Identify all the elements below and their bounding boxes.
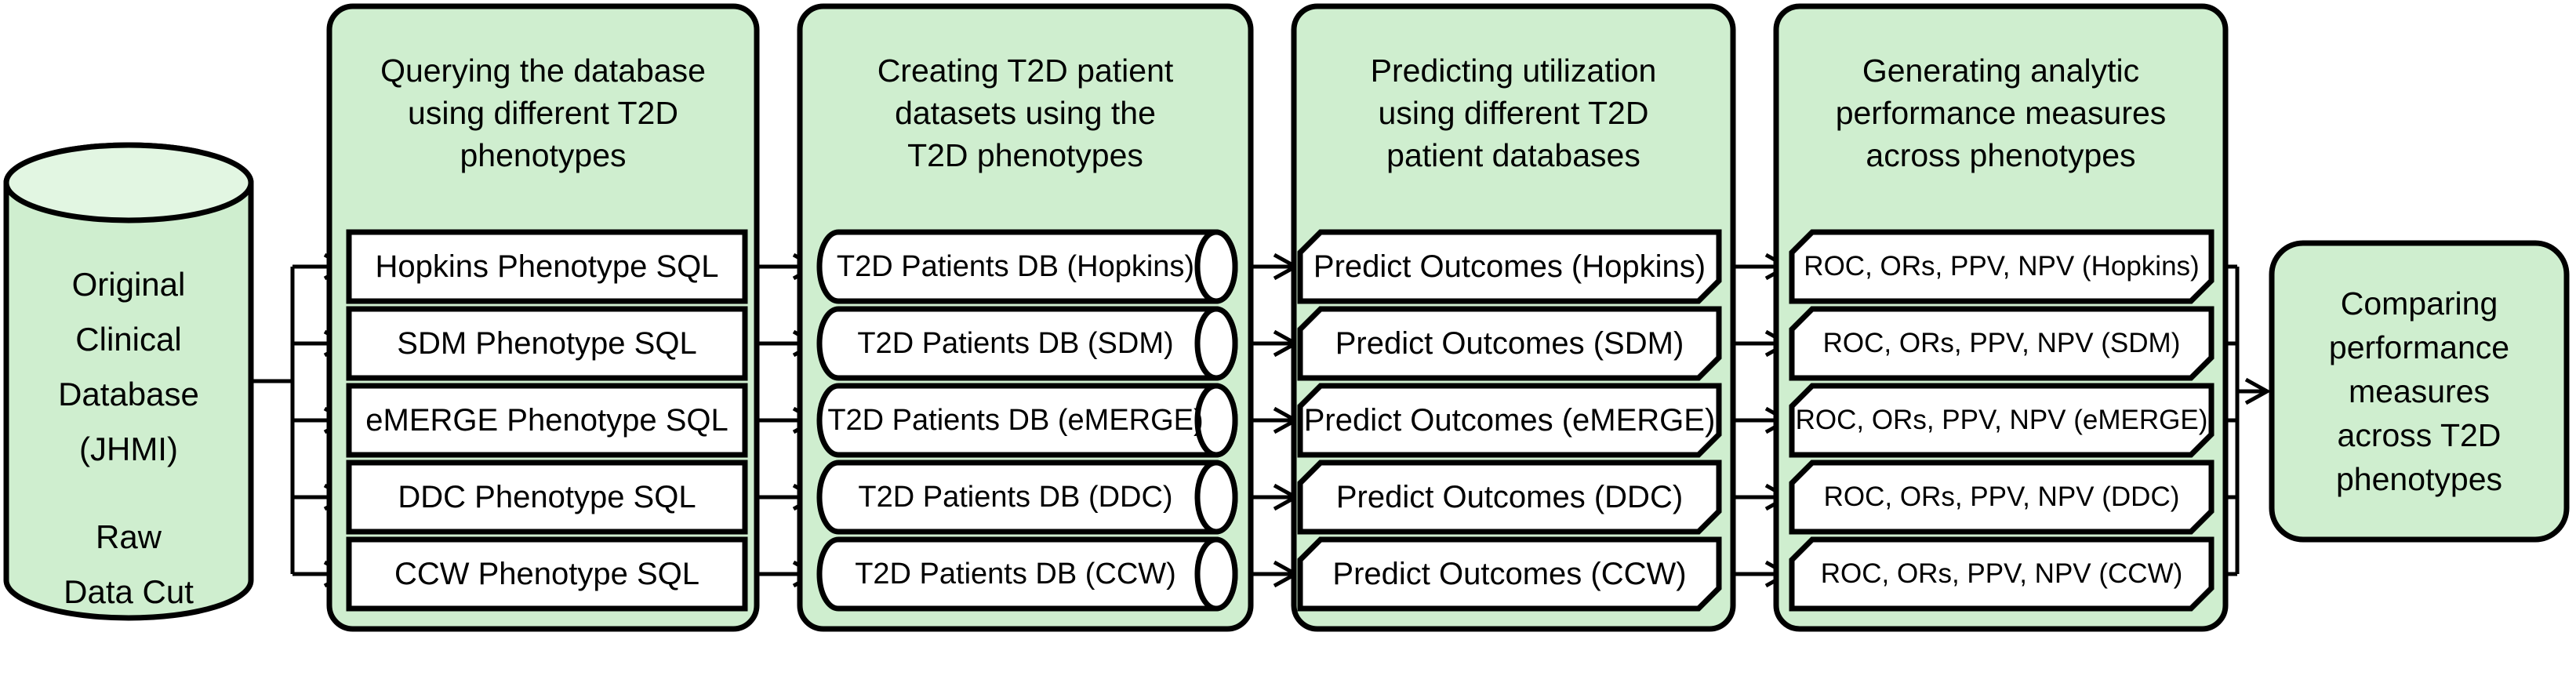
source-db-subtitle: Raw Data Cut — [64, 518, 194, 610]
measure-row-label: ROC, ORs, PPV, NPV (DDC) — [1823, 481, 2180, 512]
source-db-title: Original Clinical Database (JHMI) — [58, 266, 199, 467]
db-row-label: T2D Patients DB (Hopkins) — [836, 249, 1195, 283]
predict-row-label: Predict Outcomes (eMERGE) — [1303, 402, 1716, 438]
measure-row-label: ROC, ORs, PPV, NPV (eMERGE) — [1795, 405, 2208, 435]
panel-predicting-title: Predicting utilization using different T… — [1370, 53, 1657, 173]
panel-querying-title: Querying the database using different T2… — [380, 53, 706, 173]
sql-row-label: DDC Phenotype SQL — [398, 479, 696, 514]
db-row-label: T2D Patients DB (SDM) — [857, 326, 1174, 360]
db-row-cylinders — [816, 229, 1238, 612]
sql-row-label: eMERGE Phenotype SQL — [365, 402, 728, 438]
db-row-label: T2D Patients DB (eMERGE) — [827, 403, 1204, 437]
cylinder-top-cap — [3, 142, 254, 223]
measure-row-label: ROC, ORs, PPV, NPV (Hopkins) — [1804, 251, 2200, 282]
source-db-cylinder — [3, 142, 254, 621]
measure-row-label: ROC, ORs, PPV, NPV (SDM) — [1822, 328, 2181, 358]
predict-row-boxes — [1297, 229, 1722, 612]
measure-row-label: ROC, ORs, PPV, NPV (CCW) — [1820, 558, 2183, 589]
predict-row-label: Predict Outcomes (Hopkins) — [1313, 249, 1706, 284]
panel-measures-title: Generating analytic performance measures… — [1835, 53, 2167, 173]
panel-datasets-title: Creating T2D patient datasets using the … — [877, 53, 1174, 173]
predict-row-label: Predict Outcomes (SDM) — [1335, 325, 1684, 361]
sql-row-boxes — [346, 229, 748, 612]
predict-row-label: Predict Outcomes (CCW) — [1332, 556, 1687, 591]
sql-row-label: Hopkins Phenotype SQL — [375, 249, 719, 284]
db-row-label: T2D Patients DB (DDC) — [858, 480, 1173, 514]
predict-row-label: Predict Outcomes (DDC) — [1335, 479, 1684, 514]
sql-row-label: SDM Phenotype SQL — [397, 325, 697, 361]
output-box-title: Comparing performance measures across T2… — [2328, 285, 2510, 497]
sql-row-label: CCW Phenotype SQL — [394, 556, 700, 591]
db-row-label: T2D Patients DB (CCW) — [855, 557, 1176, 590]
output-box — [2269, 240, 2570, 543]
measure-row-boxes — [1789, 229, 2214, 612]
